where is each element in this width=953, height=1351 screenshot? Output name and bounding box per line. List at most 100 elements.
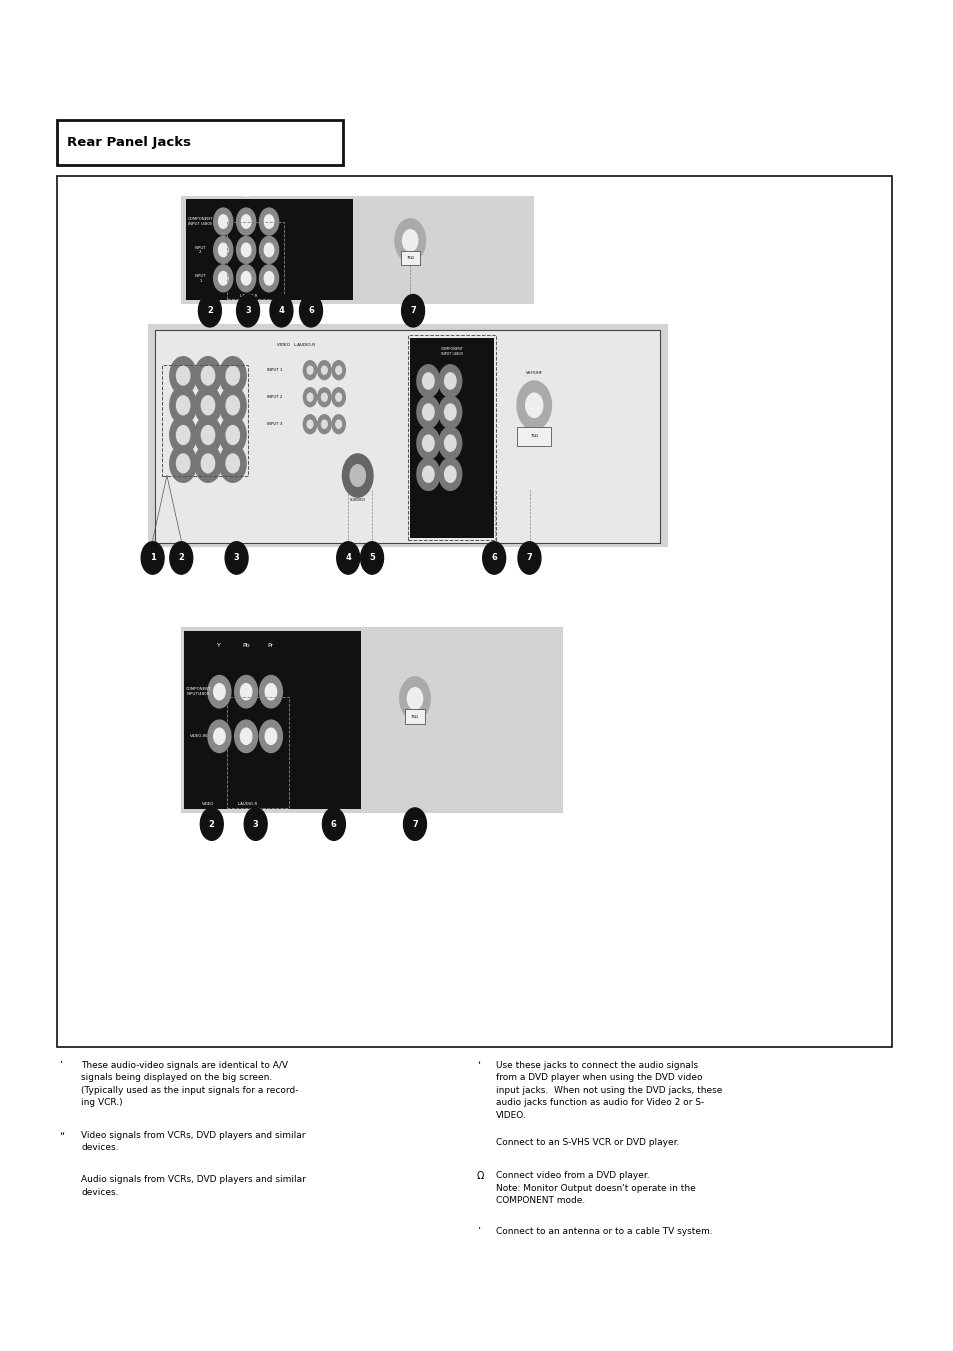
Circle shape [395,219,425,262]
Text: Rear Panel Jacks: Rear Panel Jacks [67,136,191,149]
Text: INPUT
2: INPUT 2 [194,246,206,254]
Circle shape [360,542,383,574]
Circle shape [244,808,267,840]
Circle shape [303,415,316,434]
Text: 2: 2 [207,307,213,315]
Text: 2: 2 [209,820,214,828]
Text: Pr: Pr [268,643,274,648]
Circle shape [176,454,190,473]
Circle shape [236,236,255,263]
Text: Y: Y [217,643,221,648]
Circle shape [219,416,246,454]
Circle shape [444,466,456,482]
Circle shape [176,396,190,415]
Circle shape [321,393,327,401]
Circle shape [482,542,505,574]
Text: INPUT 2: INPUT 2 [267,396,282,399]
Text: ’: ’ [59,1061,62,1070]
Circle shape [213,728,225,744]
Circle shape [438,365,461,397]
Circle shape [307,366,313,374]
Circle shape [517,381,551,430]
Text: INPUT
1: INPUT 1 [194,274,206,282]
FancyBboxPatch shape [184,631,360,809]
Circle shape [336,542,359,574]
Circle shape [259,208,278,235]
Circle shape [170,357,196,394]
Text: 1: 1 [150,554,155,562]
Circle shape [176,366,190,385]
Circle shape [303,361,316,380]
Circle shape [322,808,345,840]
Circle shape [422,466,434,482]
Circle shape [226,426,239,444]
Circle shape [236,208,255,235]
Circle shape [317,388,331,407]
FancyBboxPatch shape [57,176,891,1047]
Circle shape [317,415,331,434]
Text: L-AUDIO-R
(MONO): L-AUDIO-R (MONO) [239,295,258,303]
Circle shape [303,388,316,407]
Circle shape [317,361,331,380]
Circle shape [241,215,251,228]
Circle shape [407,688,422,709]
Circle shape [416,458,439,490]
Circle shape [194,386,221,424]
Circle shape [335,393,341,401]
Circle shape [226,454,239,473]
Text: Use these jacks to connect the audio signals
from a DVD player when using the DV: Use these jacks to connect the audio sig… [496,1061,721,1120]
Text: ’: ’ [476,1227,479,1236]
Circle shape [321,420,327,428]
Circle shape [307,393,313,401]
Circle shape [259,265,278,292]
Circle shape [236,295,259,327]
FancyBboxPatch shape [181,627,562,813]
Circle shape [350,465,365,486]
Circle shape [170,444,196,482]
Circle shape [194,357,221,394]
Circle shape [198,295,221,327]
Text: These audio-video signals are identical to A/V
signals being displayed on the bi: These audio-video signals are identical … [81,1061,298,1106]
Circle shape [234,676,257,708]
Circle shape [259,676,282,708]
Circle shape [321,366,327,374]
FancyBboxPatch shape [186,199,353,300]
Circle shape [213,684,225,700]
Text: VIDEO: VIDEO [206,297,217,300]
Text: 75Ω: 75Ω [530,435,537,438]
Circle shape [226,396,239,415]
Text: Connect to an antenna or to a cable TV system.: Connect to an antenna or to a cable TV s… [496,1227,712,1236]
Text: 2: 2 [178,554,184,562]
Circle shape [444,373,456,389]
Circle shape [399,677,430,720]
Circle shape [422,435,434,451]
Circle shape [201,396,214,415]
FancyBboxPatch shape [181,196,534,304]
Circle shape [259,720,282,753]
Circle shape [525,393,542,417]
FancyBboxPatch shape [148,324,667,547]
Text: 7: 7 [412,820,417,828]
Text: 7: 7 [526,554,532,562]
Text: INPUT 1: INPUT 1 [267,369,282,372]
Text: VIDEO   L-AUDIO-R: VIDEO L-AUDIO-R [276,343,314,346]
Text: 5: 5 [369,554,375,562]
Circle shape [444,435,456,451]
Circle shape [219,357,246,394]
Text: COMPONENT
INPUT (480I): COMPONENT INPUT (480I) [188,218,213,226]
Text: Video signals from VCRs, DVD players and similar
devices.: Video signals from VCRs, DVD players and… [81,1131,305,1152]
Circle shape [225,542,248,574]
FancyBboxPatch shape [57,120,343,165]
Circle shape [141,542,164,574]
Circle shape [213,208,233,235]
Circle shape [438,458,461,490]
Circle shape [201,426,214,444]
Text: INPUT 3: INPUT 3 [267,423,282,426]
Circle shape [259,236,278,263]
Circle shape [194,444,221,482]
FancyBboxPatch shape [517,427,551,446]
Circle shape [332,361,345,380]
Circle shape [422,373,434,389]
Circle shape [307,420,313,428]
Circle shape [517,542,540,574]
